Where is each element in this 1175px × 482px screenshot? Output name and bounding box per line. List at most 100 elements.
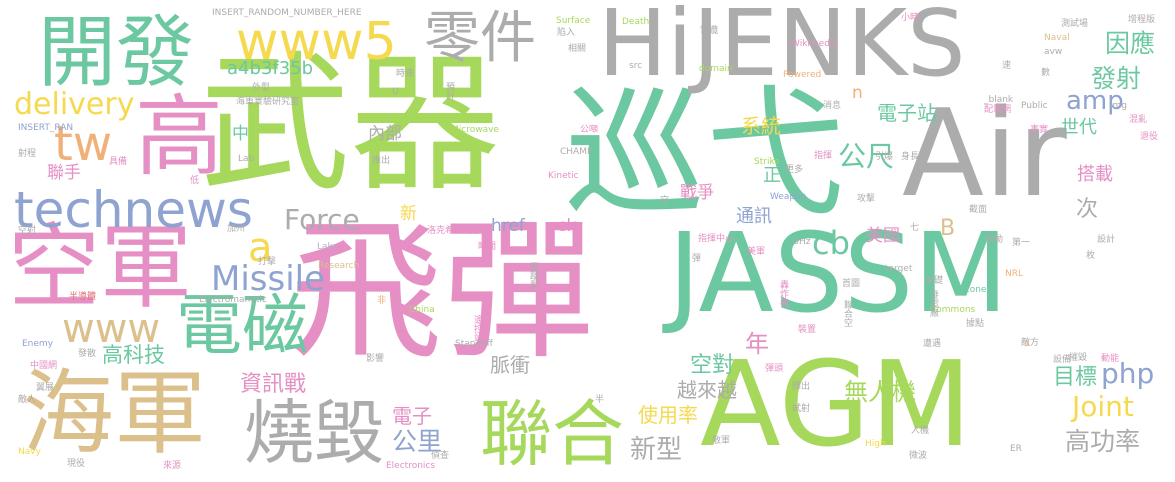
cloud-word-jiemian: 截面 <box>969 205 988 215</box>
cloud-word-feidan: 飛彈 <box>290 203 594 380</box>
cloud-word-php: php <box>1101 357 1155 390</box>
cloud-word-gao: 高 <box>135 85 224 188</box>
cloud-word-insert-random: INSERT_RANDOM_NUMBER_HERE <box>212 8 362 18</box>
cloud-word-death: Death <box>622 17 650 27</box>
cloud-word-tongxun: 通訊 <box>736 206 772 227</box>
cloud-word-stealth: 匿蹤型 <box>528 262 538 289</box>
cloud-word-href: href <box>491 216 525 236</box>
cloud-word-jiazhou: 加州 <box>227 224 246 234</box>
cloud-word-zhanzheng: 戰爭 <box>680 183 714 203</box>
cloud-word-xiangguan: 相關 <box>568 44 587 54</box>
cloud-word-zaoyu: 遭遇 <box>923 339 942 349</box>
cloud-word-jassm: JASSM <box>668 209 1009 337</box>
cloud-word-gongchi: 公尺 <box>838 140 895 173</box>
cloud-word-s: s <box>1025 339 1030 349</box>
cloud-word-zhencha: 偵查 <box>431 451 450 461</box>
cloud-word-xinxing: 新型 <box>630 435 683 465</box>
cloud-word-fashe: 發射 <box>1091 64 1142 93</box>
cloud-word-tuiyi: 退役 <box>1140 132 1159 142</box>
cloud-word-shidai: 世代 <box>1061 117 1097 138</box>
cloud-word-dianci: 電磁 <box>176 287 308 364</box>
cloud-word-missile: Missile <box>211 259 326 299</box>
cloud-word-fei: 非 <box>377 296 387 306</box>
cloud-word-haijun: 海軍 <box>22 360 207 467</box>
cloud-word-ban: 半 <box>595 395 605 405</box>
cloud-word-lockheed: 洛克希德馬丁 <box>427 226 482 236</box>
cloud-word-semiconductor: 半導體 <box>69 292 97 302</box>
cloud-word-u: U <box>392 87 399 97</box>
cloud-word-joint-air: 聯合空 <box>842 300 852 327</box>
cloud-word-wikimedia: Wikimedia <box>791 39 838 49</box>
cloud-word-naval: Naval <box>1044 33 1070 43</box>
cloud-word-navy: Navy <box>18 447 41 457</box>
cloud-word-lab: Lab <box>238 154 255 164</box>
cloud-word-zoneid: zoneid <box>965 285 995 295</box>
cloud-word-agm: AGM <box>700 335 972 473</box>
cloud-word-electronics: Electronics <box>386 461 436 471</box>
cloud-word-shaohui: 燒毀 <box>244 392 384 474</box>
cloud-word-dazai: 搭載 <box>1077 164 1113 185</box>
cloud-word-xiaoshi: 小時 <box>901 13 920 23</box>
cloud-word-power-plant: 發電廠 <box>928 290 938 317</box>
cloud-word-xin: 新 <box>400 204 417 224</box>
cloud-word-peidianwang: 配電網 <box>984 105 1012 115</box>
cloud-word-neibu: 內部 <box>368 124 402 144</box>
cloud-word-fasan: 發散 <box>78 349 97 359</box>
cloud-word-mei: 枚 <box>1086 251 1096 261</box>
cloud-word-shu: 數 <box>1041 68 1051 78</box>
cloud-word-kinetic: Kinetic <box>548 171 579 181</box>
cloud-word-difang: 敵方 <box>1021 338 1040 348</box>
cloud-word-waixing: 外型 <box>252 83 271 93</box>
cloud-word-mubiao: 目標 <box>1053 365 1098 390</box>
cloud-word-shishi: 事實 <box>1030 125 1049 135</box>
cloud-word-ghz: GHz <box>792 237 811 247</box>
cloud-word-wuqi: 武器 <box>200 38 501 212</box>
cloud-word-surface: Surface <box>556 16 591 26</box>
cloud-word-xianyi: 現役 <box>67 459 86 469</box>
cloud-word-china: China <box>409 305 435 315</box>
cloud-word-a: a <box>248 225 273 271</box>
cloud-word-xiaoxi: 消息 <box>823 101 842 111</box>
cloud-word-kaifa: 開發 <box>38 8 195 98</box>
cloud-word-lianshou: 聯手 <box>47 163 81 183</box>
cloud-word-dianzi: 電子 <box>392 404 432 428</box>
cloud-word-su: 速 <box>1002 61 1012 71</box>
cloud-word-gongli: 公里 <box>392 427 443 456</box>
cloud-word-ceshichang: 測試場 <box>1061 19 1089 29</box>
cloud-word-shichu: 釋出 <box>792 382 811 392</box>
cloud-word-strike: Strike <box>754 157 780 167</box>
cloud-word-delivery: delivery <box>14 87 135 122</box>
cloud-word-force: Force <box>284 203 360 236</box>
cloud-word-shijian: 時間 <box>478 242 497 252</box>
cloud-word-meiguo: 美國 <box>866 226 900 246</box>
cloud-word-yinying: 因應 <box>1105 29 1156 58</box>
cloud-word-microwave: Microwave <box>451 125 499 135</box>
cloud-word-lianhe: 聯合 <box>480 392 625 476</box>
cloud-word-dan: 彈 <box>692 254 702 264</box>
cloud-word-cuihui: 摧毀 <box>1069 353 1088 363</box>
cloud-word-weapon: Weapon <box>770 192 807 202</box>
cloud-word-diren: 敵人 <box>18 395 37 405</box>
cloud-word-img: img <box>1110 101 1127 111</box>
cloud-word-hunluan: 混亂 <box>1129 115 1148 125</box>
cloud-word-di: 低 <box>190 176 200 186</box>
cloud-word-yingxiang: 影響 <box>366 354 385 364</box>
cloud-word-avw: avw <box>1044 47 1063 57</box>
cloud-word-research: Research <box>318 261 360 271</box>
cloud-word-dantou: 彈頭 <box>765 364 784 374</box>
cloud-word-shecheng: 射程 <box>18 149 37 159</box>
cloud-word-command-center: 指揮中心 <box>698 234 735 244</box>
cloud-word-kongjun: 空軍 <box>8 214 193 321</box>
cloud-word-laiyuan: 來源 <box>163 461 182 471</box>
cloud-word-fadong: 發動 <box>985 235 1004 245</box>
cloud-word-er: ER <box>1010 444 1022 454</box>
cloud-word-high: High <box>865 439 886 449</box>
cloud-word-www5: www5 <box>236 12 397 72</box>
cloud-word-cb: cb <box>812 224 850 262</box>
cloud-word-dianzizhan: 電子站 <box>877 101 937 125</box>
cloud-word-lake: Lake <box>317 242 338 252</box>
cloud-word-a4b3f35b: a4b3f35b <box>227 58 314 79</box>
cloud-word-shenchang: 身長 <box>901 152 920 162</box>
cloud-word-shisu: 時速 <box>396 69 415 79</box>
cloud-word-dongneng: 動能 <box>1101 354 1120 364</box>
